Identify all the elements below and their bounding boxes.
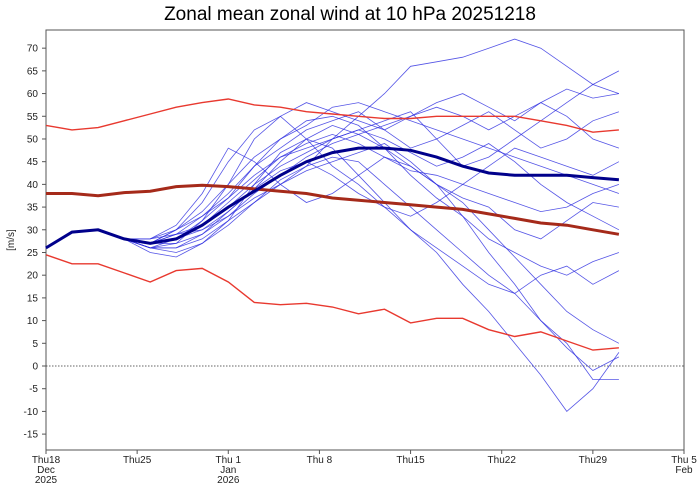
x-tick-label: Thu25 <box>123 455 152 466</box>
chart-title: Zonal mean zonal wind at 10 hPa 20251218 <box>164 4 536 25</box>
climatology-max-line <box>45 98 619 133</box>
x-tick-label: Jan <box>220 465 236 476</box>
y-tick-label: 60 <box>27 89 39 100</box>
climatology-min-line <box>45 254 619 351</box>
y-tick-label: 65 <box>27 66 39 77</box>
x-tick-label: Dec <box>37 465 55 476</box>
ensemble-member-line <box>45 102 620 249</box>
x-tick-label: 2026 <box>217 475 240 486</box>
y-tick-label: 25 <box>27 248 39 259</box>
y-tick-label: 30 <box>27 225 39 236</box>
y-tick-label: 5 <box>32 339 38 350</box>
ensemble-member-line <box>45 138 620 294</box>
y-tick-label: -5 <box>29 384 38 395</box>
y-tick-label: 70 <box>27 44 39 55</box>
y-tick-label: 35 <box>27 203 39 214</box>
x-tick-label: 2025 <box>35 475 58 486</box>
y-tick-label: 0 <box>32 362 38 373</box>
plot-frame <box>45 29 685 451</box>
y-tick-label: -10 <box>24 407 39 418</box>
y-tick-label: 10 <box>27 316 39 327</box>
x-tick-label: Thu15 <box>396 455 425 466</box>
y-axis-label: [m/s] <box>6 229 17 251</box>
x-tick-label: Thu 8 <box>307 455 333 466</box>
y-tick-label: 40 <box>27 180 39 191</box>
y-tick-label: 45 <box>27 157 39 168</box>
y-tick-label: 55 <box>27 112 39 123</box>
x-tick-label: Thu 1 <box>215 455 241 466</box>
y-tick-label: -15 <box>24 430 39 441</box>
y-tick-label: 15 <box>27 293 39 304</box>
climatology-mean-line <box>46 183 620 236</box>
x-tick-label: Thu18 <box>32 455 61 466</box>
x-tick-label: Thu22 <box>488 455 517 466</box>
y-tick-label: 20 <box>27 271 39 282</box>
ensemble-mean-line <box>45 146 620 250</box>
x-tick-label: Thu 5 <box>671 455 697 466</box>
x-tick-label: Feb <box>675 465 693 476</box>
y-tick-label: 50 <box>27 134 39 145</box>
ensemble-member-line <box>45 147 620 249</box>
x-tick-label: Thu29 <box>579 455 608 466</box>
